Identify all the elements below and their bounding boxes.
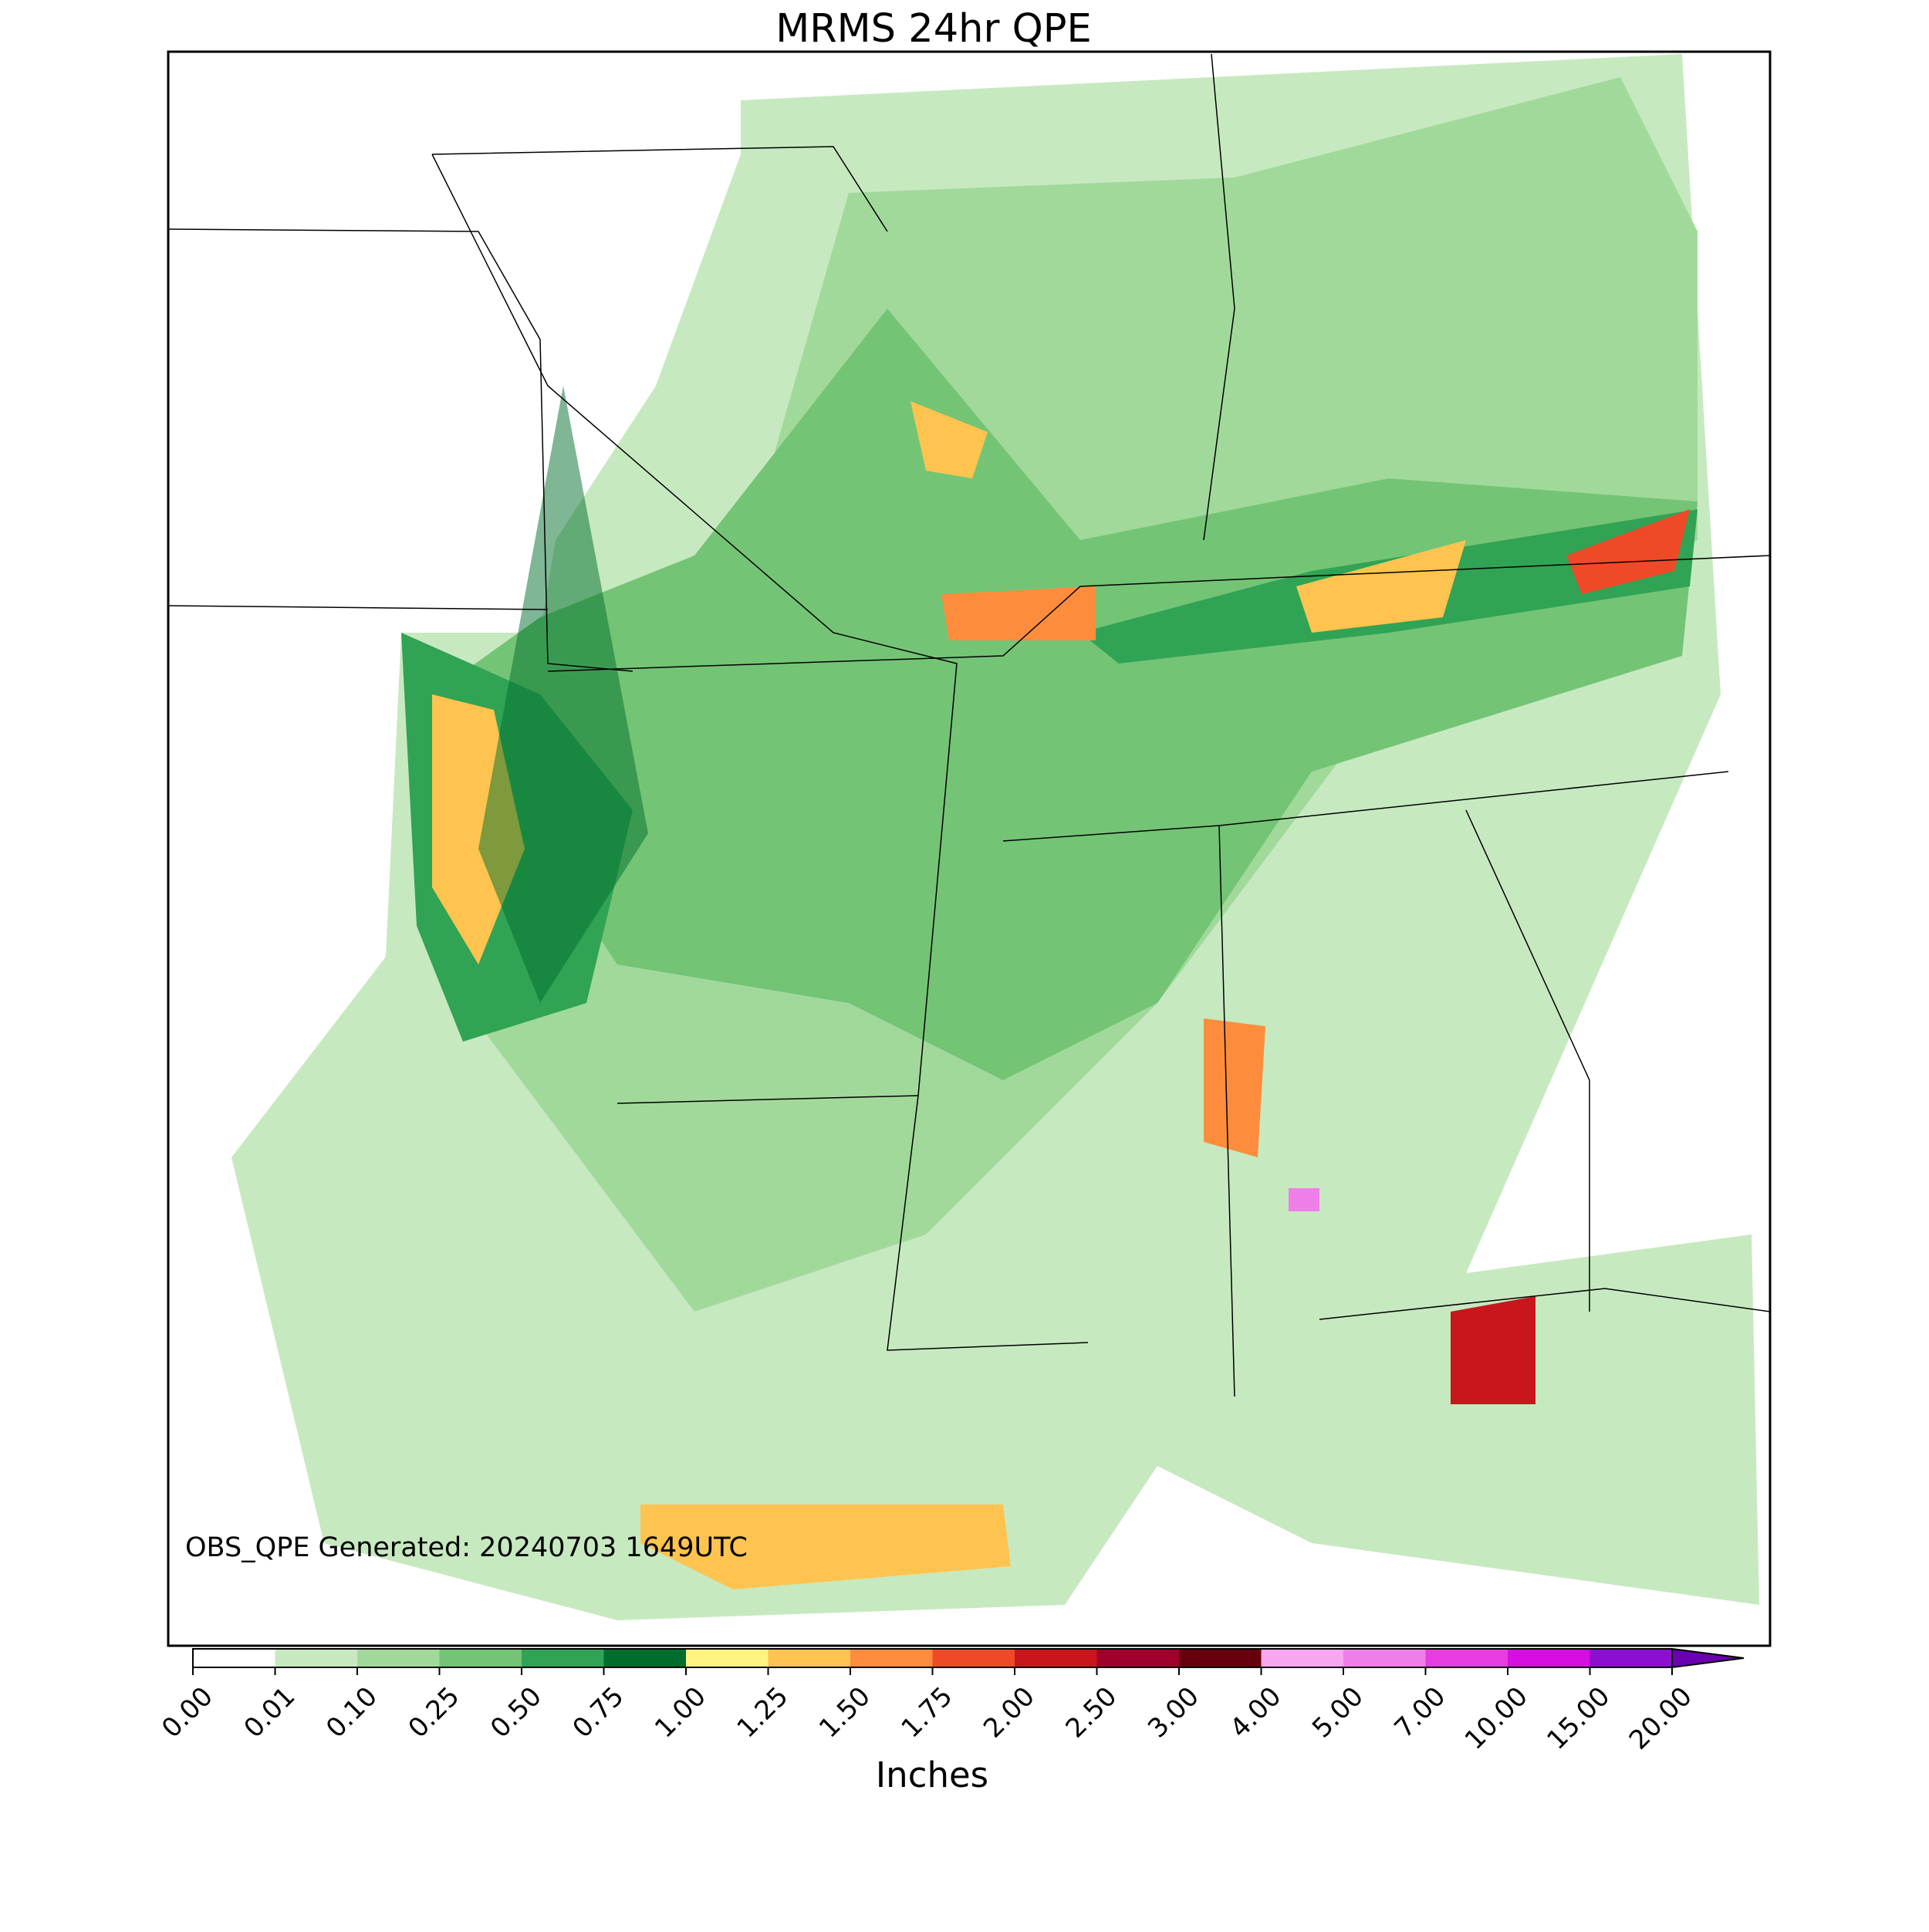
color-bin bbox=[357, 1649, 440, 1667]
map-title: MRMS 24hr QPE bbox=[775, 6, 1092, 52]
tick-label: 1.00 bbox=[649, 1681, 712, 1745]
border-line bbox=[617, 1095, 919, 1104]
precip-area bbox=[640, 1505, 1011, 1589]
tick-label: 0.01 bbox=[238, 1681, 302, 1745]
tick-label: 10.00 bbox=[1459, 1681, 1534, 1756]
border-line bbox=[431, 146, 888, 232]
color-bin bbox=[1261, 1649, 1344, 1667]
color-bin bbox=[1508, 1649, 1590, 1667]
color-bin bbox=[1015, 1649, 1097, 1667]
tick-label: 7.00 bbox=[1389, 1681, 1452, 1745]
tick-label: 0.25 bbox=[403, 1681, 466, 1745]
color-bin bbox=[275, 1649, 358, 1667]
precip-area bbox=[432, 309, 1698, 1080]
tick-label: 0.50 bbox=[485, 1681, 548, 1745]
tick-label: 20.00 bbox=[1623, 1681, 1698, 1756]
state-borders bbox=[167, 53, 1771, 1397]
colorbar: 0.00 0.01 0.10 0.25 0.50 0.75 1.00 1.25 1.50 1.75… bbox=[156, 1647, 1745, 1756]
map-panel: OBS_QPE Generated: 20240703 1649UTC bbox=[167, 50, 1772, 1647]
border-line bbox=[1203, 53, 1235, 541]
precip-area bbox=[1204, 1018, 1265, 1157]
precip-area bbox=[1451, 1296, 1535, 1404]
border-line bbox=[1465, 809, 1590, 1312]
border-line bbox=[431, 154, 1089, 1351]
border-line bbox=[547, 555, 1771, 672]
border-line bbox=[167, 605, 549, 610]
tick-label: 0.75 bbox=[567, 1681, 630, 1745]
tick-label: 4.00 bbox=[1225, 1681, 1288, 1745]
precip-area bbox=[910, 401, 988, 478]
color-bin bbox=[932, 1649, 1015, 1667]
color-bin bbox=[1096, 1649, 1180, 1667]
tick-label: 2.50 bbox=[1060, 1681, 1123, 1745]
color-bin bbox=[768, 1649, 851, 1667]
tick-label: 1.50 bbox=[813, 1681, 877, 1745]
map-frame bbox=[167, 50, 1772, 1647]
border-line bbox=[1319, 1288, 1771, 1320]
precip-area bbox=[478, 386, 648, 1003]
tick-label: 1.75 bbox=[896, 1681, 959, 1745]
tick-label: 0.10 bbox=[320, 1681, 383, 1745]
border-line bbox=[1218, 825, 1235, 1397]
tick-label: 15.00 bbox=[1541, 1681, 1616, 1756]
precip-area bbox=[941, 586, 1096, 640]
tick-label: 3.00 bbox=[1142, 1681, 1205, 1745]
color-bin bbox=[1589, 1649, 1673, 1667]
color-bin bbox=[522, 1649, 604, 1667]
color-bin bbox=[193, 1649, 275, 1667]
color-bin bbox=[1425, 1649, 1508, 1667]
color-bin bbox=[439, 1649, 522, 1667]
precip-field bbox=[231, 54, 1759, 1620]
colorbar-label: Inches bbox=[876, 1755, 988, 1795]
tick-label: 0.00 bbox=[156, 1681, 219, 1745]
border-line bbox=[167, 228, 633, 672]
color-bin bbox=[1179, 1649, 1262, 1667]
tick-label: 2.00 bbox=[978, 1681, 1041, 1745]
tick-label: 1.25 bbox=[731, 1681, 795, 1745]
color-bin bbox=[1343, 1649, 1426, 1667]
extend-arrow bbox=[1671, 1647, 1745, 1669]
color-bin bbox=[686, 1649, 769, 1667]
precip-area bbox=[1566, 509, 1690, 594]
generated-annotation: OBS_QPE Generated: 20240703 1649UTC bbox=[185, 1532, 748, 1563]
tick-label: 5.00 bbox=[1306, 1681, 1370, 1745]
precip-area bbox=[1296, 540, 1466, 633]
color-bin bbox=[603, 1649, 687, 1667]
precip-area bbox=[1289, 1188, 1319, 1211]
color-bin bbox=[850, 1649, 933, 1667]
